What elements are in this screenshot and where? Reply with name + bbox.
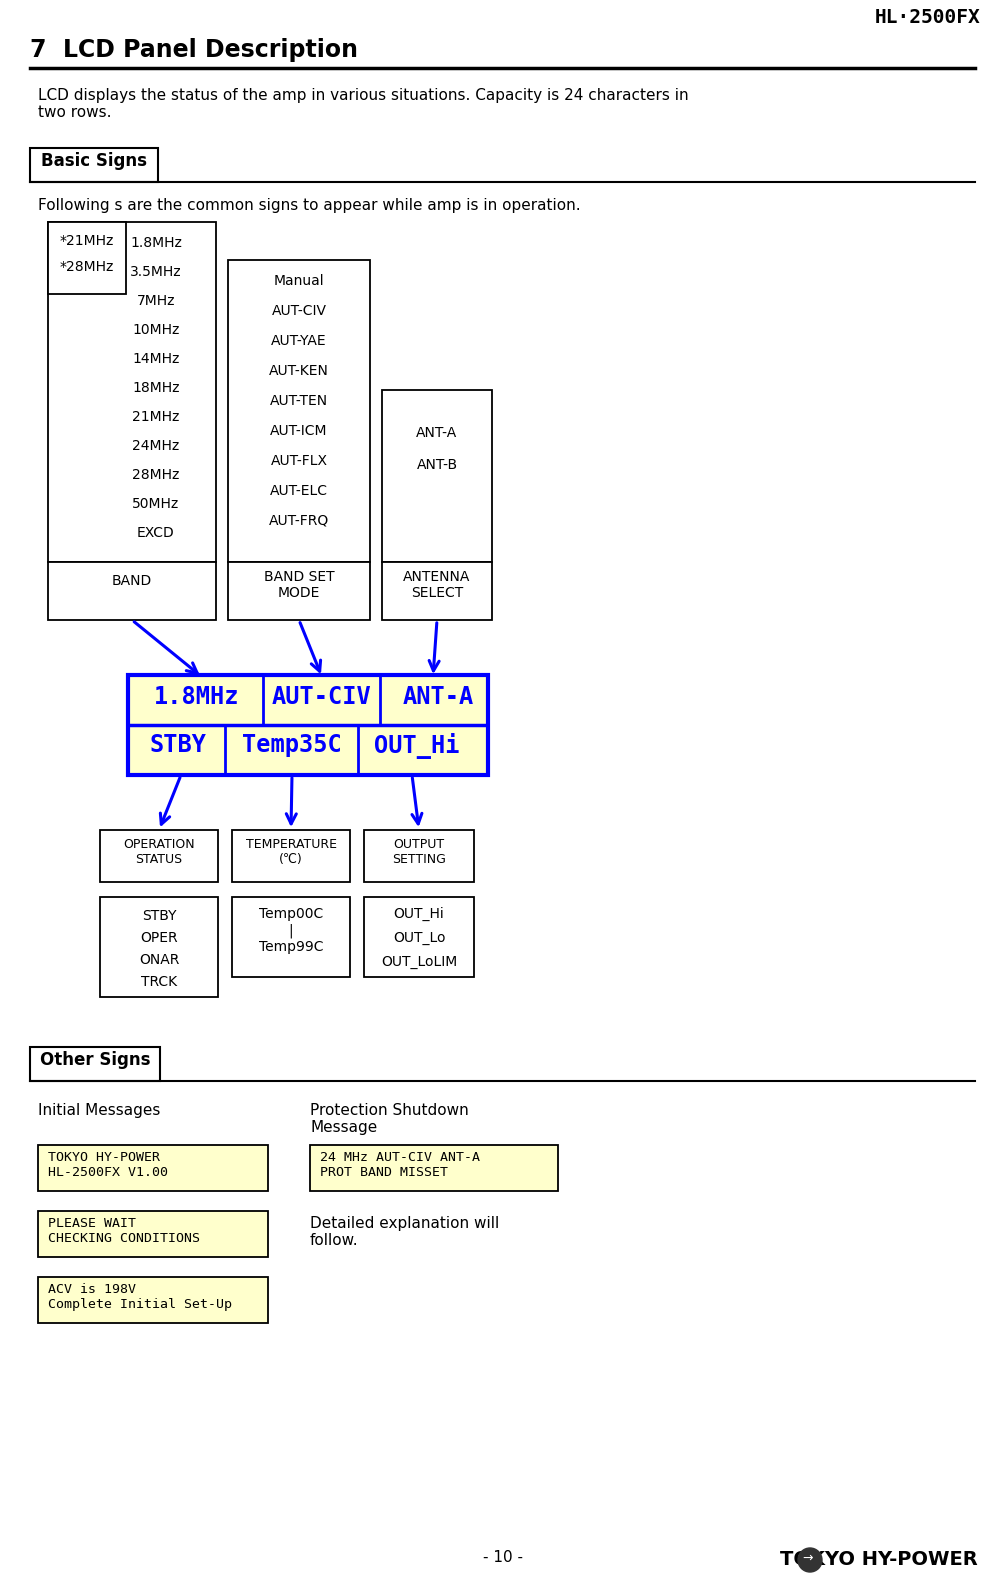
Text: BAND: BAND (112, 573, 152, 587)
Text: Temp00C
|
Temp99C: Temp00C | Temp99C (259, 907, 323, 954)
Text: Other Signs: Other Signs (39, 1051, 150, 1069)
Text: OPERATION
STATUS: OPERATION STATUS (123, 838, 194, 866)
Bar (232, 898, 350, 976)
Bar (100, 830, 218, 882)
Text: Detailed explanation will
follow.: Detailed explanation will follow. (310, 1216, 499, 1249)
Bar (232, 830, 350, 882)
Bar (30, 148, 158, 183)
Text: 3.5MHz: 3.5MHz (130, 265, 182, 279)
Text: AUT-FRQ: AUT-FRQ (269, 513, 329, 528)
Text: AUT-CIV: AUT-CIV (272, 685, 372, 709)
Text: 18MHz: 18MHz (132, 381, 180, 395)
Text: TRCK: TRCK (141, 975, 177, 989)
Bar (364, 830, 474, 882)
Text: ANT-A: ANT-A (403, 685, 473, 709)
Text: 24 MHz AUT-CIV ANT-A
PROT BAND MISSET: 24 MHz AUT-CIV ANT-A PROT BAND MISSET (320, 1151, 480, 1180)
Bar (382, 562, 492, 621)
Text: 21MHz: 21MHz (132, 410, 179, 424)
Bar (310, 1145, 558, 1191)
Text: Temp35C: Temp35C (242, 732, 341, 758)
Text: 24MHz: 24MHz (132, 439, 179, 454)
Text: 14MHz: 14MHz (132, 351, 179, 365)
Bar (38, 1277, 268, 1323)
Bar (228, 260, 370, 562)
Text: 50MHz: 50MHz (132, 498, 179, 510)
Text: OUT_LoLIM: OUT_LoLIM (381, 954, 457, 969)
Bar (128, 676, 488, 775)
Text: AUT-TEN: AUT-TEN (270, 394, 328, 408)
Text: *28MHz: *28MHz (59, 260, 114, 274)
Text: OUT_Lo: OUT_Lo (393, 931, 445, 945)
Text: →: → (803, 1551, 814, 1566)
Text: 7MHz: 7MHz (137, 295, 175, 309)
Text: EXCD: EXCD (137, 526, 175, 540)
Text: ONAR: ONAR (139, 953, 179, 967)
Text: OUTPUT
SETTING: OUTPUT SETTING (392, 838, 446, 866)
Text: OUT_Hi: OUT_Hi (375, 732, 460, 759)
Bar (30, 1047, 160, 1080)
Bar (48, 562, 215, 621)
Text: STBY: STBY (149, 732, 206, 758)
Text: ANT-A: ANT-A (416, 425, 457, 439)
Text: TOKYO HY-POWER
HL-2500FX V1.00: TOKYO HY-POWER HL-2500FX V1.00 (48, 1151, 168, 1180)
Bar (38, 1145, 268, 1191)
Text: Basic Signs: Basic Signs (41, 153, 147, 170)
Text: Protection Shutdown
Message: Protection Shutdown Message (310, 1102, 468, 1136)
Text: LCD displays the status of the amp in various situations. Capacity is 24 charact: LCD displays the status of the amp in va… (38, 88, 689, 120)
Text: Following s are the common signs to appear while amp is in operation.: Following s are the common signs to appe… (38, 198, 581, 213)
Bar (364, 898, 474, 976)
Text: AUT-ELC: AUT-ELC (270, 484, 328, 498)
Text: ANT-B: ANT-B (417, 458, 457, 472)
Text: TEMPERATURE
(℃): TEMPERATURE (℃) (246, 838, 336, 866)
Text: TOKYO HY-POWER: TOKYO HY-POWER (780, 1550, 978, 1569)
Text: AUT-CIV: AUT-CIV (272, 304, 326, 318)
Bar (38, 1211, 268, 1257)
Text: AUT-KEN: AUT-KEN (269, 364, 329, 378)
Text: ACV is 198V
Complete Initial Set-Up: ACV is 198V Complete Initial Set-Up (48, 1284, 232, 1310)
Text: AUT-YAE: AUT-YAE (271, 334, 327, 348)
Text: 1.8MHz: 1.8MHz (154, 685, 240, 709)
Text: - 10 -: - 10 - (483, 1550, 523, 1566)
Text: PLEASE WAIT
CHECKING CONDITIONS: PLEASE WAIT CHECKING CONDITIONS (48, 1217, 200, 1244)
Circle shape (798, 1548, 822, 1572)
Text: 7  LCD Panel Description: 7 LCD Panel Description (30, 38, 358, 61)
Text: 28MHz: 28MHz (132, 468, 179, 482)
Text: OPER: OPER (140, 931, 178, 945)
Text: AUT-FLX: AUT-FLX (271, 454, 327, 468)
Text: BAND SET
MODE: BAND SET MODE (264, 570, 334, 600)
Text: 1.8MHz: 1.8MHz (130, 236, 182, 250)
Bar (48, 222, 126, 295)
Text: OUT_Hi: OUT_Hi (394, 907, 444, 921)
Bar (228, 562, 370, 621)
Text: STBY: STBY (142, 909, 176, 923)
Text: HL·2500FX: HL·2500FX (874, 8, 980, 27)
Text: Manual: Manual (274, 274, 324, 288)
Text: *21MHz: *21MHz (59, 235, 114, 247)
Text: Initial Messages: Initial Messages (38, 1102, 160, 1118)
Text: AUT-ICM: AUT-ICM (270, 424, 327, 438)
Bar (48, 222, 215, 562)
Bar (382, 391, 492, 562)
Text: ANTENNA
SELECT: ANTENNA SELECT (404, 570, 470, 600)
Bar (100, 898, 218, 997)
Text: 10MHz: 10MHz (132, 323, 179, 337)
